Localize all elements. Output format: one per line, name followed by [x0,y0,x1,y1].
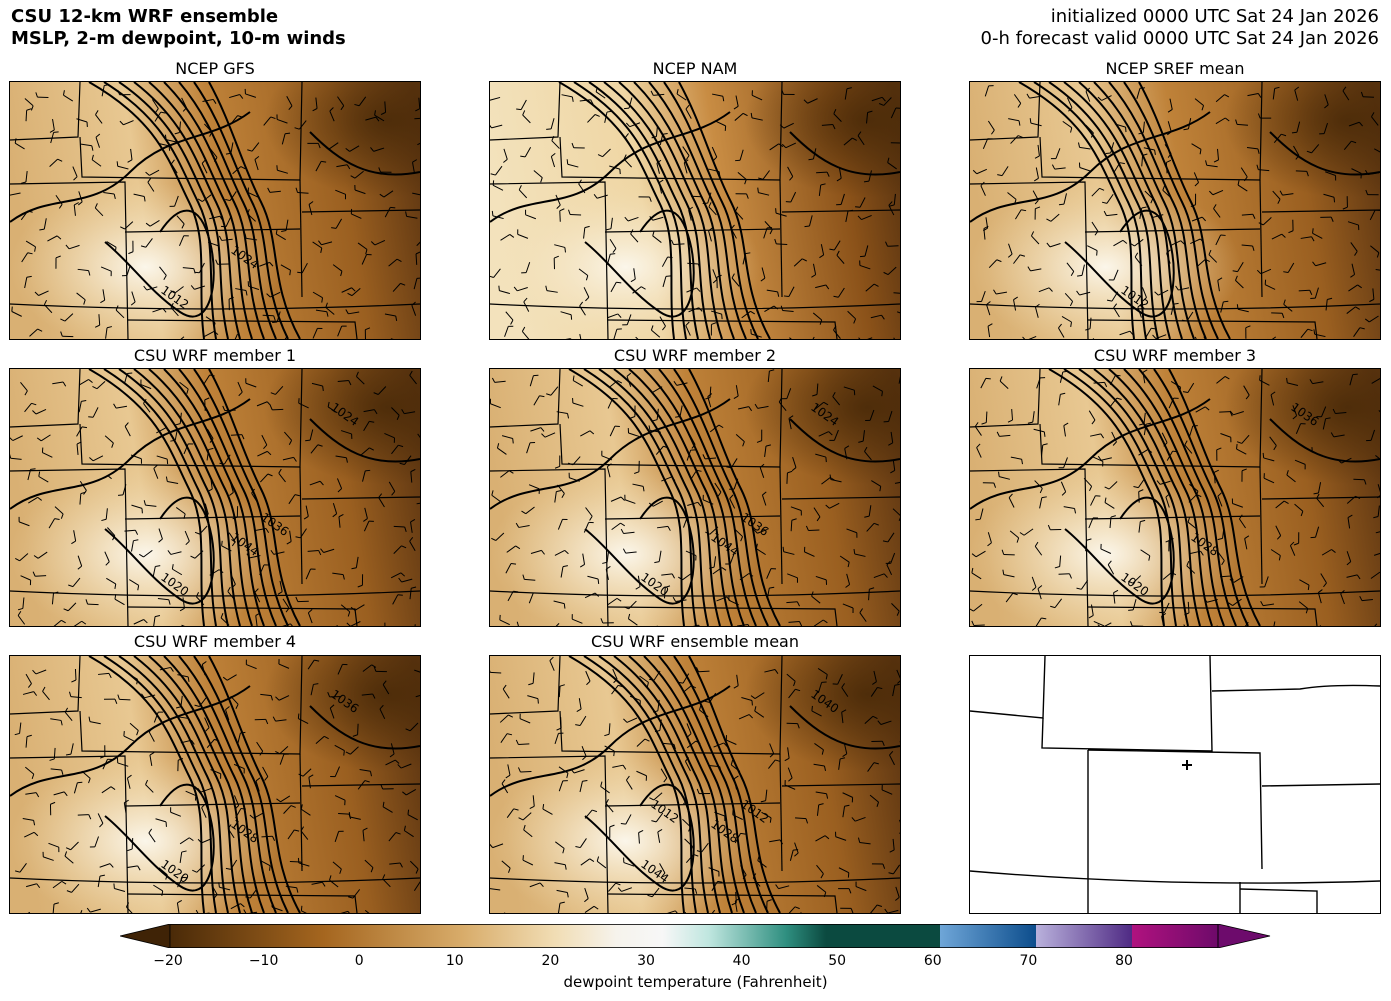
colorbar-tick-label: 70 [1019,953,1038,969]
colorbar-tick-label: 30 [637,953,655,969]
wind-barbs [14,659,420,913]
panel-title-member4: CSU WRF member 4 [133,632,297,651]
colorbar-tick-label: 20 [541,953,560,969]
locator-map-borders [970,656,1380,913]
colorbar-tick-label: 50 [828,953,847,969]
isobar-contours [970,369,1380,626]
map-panel-gfs[interactable]: 1012 1024 [9,81,421,340]
colorbar-tick-label: −10 [248,953,279,969]
map-panel-nam[interactable] [489,81,901,340]
state-borders [10,82,420,339]
panel-title-member1: CSU WRF member 1 [133,346,297,365]
map-panel-member2[interactable]: 1020 1044 1024 1036 [489,368,901,627]
isobar-contours [970,82,1380,339]
map-panel-member3[interactable]: 1020 1028 1036 [969,368,1381,627]
wind-barbs [490,656,900,913]
forecast-info: initialized 0000 UTC Sat 24 Jan 2026 0-h… [981,6,1380,50]
title-line-2: MSLP, 2-m dewpoint, 10-m winds [11,28,346,49]
map-panel-member1[interactable]: 1020 1044 1024 1036 [9,368,421,627]
colorbar-tick-label: 80 [1115,953,1133,969]
chart-title: CSU 12-km WRF ensemble MSLP, 2-m dewpoin… [11,6,346,50]
wind-barbs [490,86,900,339]
panel-title-member2: CSU WRF member 2 [613,346,777,365]
location-marker [1182,760,1192,770]
colorbar-label: dewpoint temperature (Fahrenheit) [563,973,828,991]
wind-barbs [490,369,900,626]
colorbar [119,923,1272,952]
panel-title-gfs: NCEP GFS [175,59,255,78]
state-borders [970,369,1380,626]
isobar-contours [490,656,900,913]
colorbar-tick-label: −20 [153,953,183,969]
init-time: initialized 0000 UTC Sat 24 Jan 2026 [1050,6,1379,27]
panel-title-sref: NCEP SREF mean [1105,59,1245,78]
isobar-contours [10,656,420,913]
colorbar-tick-label: 0 [354,953,364,969]
valid-time: 0-h forecast valid 0000 UTC Sat 24 Jan 2… [980,28,1380,49]
map-panel-member4[interactable]: 1020 1028 1036 [9,655,421,914]
isobar-contours [490,82,900,339]
state-borders [10,369,420,626]
wind-barbs [972,85,1380,339]
wind-barbs [10,370,420,626]
panel-title-ensmean: CSU WRF ensemble mean [590,632,799,651]
map-panel-sref[interactable]: 1012 [969,81,1381,340]
map-panel-ensmean[interactable]: 1044 1028 1040 1012 1012 [489,655,901,914]
state-borders [490,656,900,913]
colorbar-tick-label: 40 [732,953,751,969]
map-panel-locator[interactable] [969,655,1381,914]
wind-barbs [10,84,420,339]
isobar-contours [10,369,420,626]
wind-barbs [970,369,1380,626]
isobar-contours [10,82,420,339]
panel-title-member3: CSU WRF member 3 [1093,346,1257,365]
colorbar-tick-label: 60 [923,953,942,969]
colorbar-tick-label: 10 [445,953,464,969]
title-line-1: CSU 12-km WRF ensemble [11,6,279,27]
panel-title-nam: NCEP NAM [652,59,738,78]
